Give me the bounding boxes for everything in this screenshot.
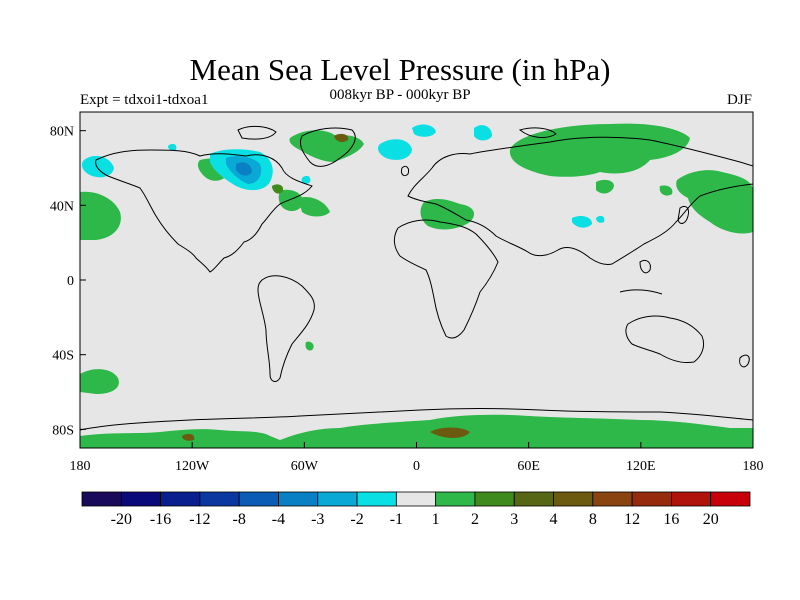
x-tick-label: 60E [517, 459, 540, 474]
colorbar-label: -20 [111, 511, 132, 528]
negative-anomaly-region [236, 162, 252, 176]
positive-anomaly-region [676, 170, 753, 234]
colorbar-swatch [710, 491, 751, 507]
chart-title: Mean Sea Level Pressure (in hPa) [189, 52, 611, 87]
colorbar-swatch [631, 491, 672, 507]
colorbar-label: 3 [510, 511, 518, 528]
colorbar-label: -1 [390, 511, 403, 528]
colorbar-swatch [81, 491, 122, 507]
x-axis: 180 120W 60W 0 60E 120E 180 [70, 442, 764, 474]
colorbar-swatch [513, 491, 554, 507]
colorbar-swatch [278, 491, 319, 507]
colorbar-swatch [120, 491, 161, 507]
y-tick-label: 0 [67, 274, 74, 289]
coastlines [80, 125, 753, 431]
positive-anomaly-region [430, 427, 470, 438]
y-axis: 80N 40N 0 40S 80S [50, 125, 86, 438]
y-tick-label: 40S [52, 349, 74, 364]
colorbar-swatch [553, 491, 594, 507]
x-tick-label: 180 [70, 459, 91, 474]
positive-anomaly-region [80, 369, 119, 394]
colorbar-label: -2 [350, 511, 363, 528]
map-background [80, 112, 753, 448]
colorbar-label: -16 [150, 511, 171, 528]
colorbar-label: 8 [589, 511, 597, 528]
colorbar-swatch [474, 491, 515, 507]
x-tick-label: 60W [291, 459, 319, 474]
positive-anomaly-region [334, 133, 349, 143]
positive-anomaly-region [420, 198, 475, 230]
x-tick-label: 0 [413, 459, 420, 474]
colorbar: -20 -16 -12 -8 -4 -3 -2 -1 1 2 3 4 8 12 16 20 [81, 491, 751, 528]
season-label: DJF [726, 92, 752, 108]
positive-anomaly-region [298, 196, 330, 217]
colorbar-swatch [199, 491, 240, 507]
experiment-label: Expt = tdxoi1-tdxoa1 [80, 92, 209, 108]
negative-anomaly-region [596, 215, 605, 223]
colorbar-label: -12 [189, 511, 210, 528]
colorbar-swatch [395, 491, 437, 507]
colorbar-swatch [592, 491, 633, 507]
x-tick-label: 120W [175, 459, 210, 474]
colorbar-swatch [356, 491, 397, 507]
positive-anomaly-region [509, 123, 690, 177]
y-tick-label: 40N [50, 199, 74, 214]
map-plot-area [80, 112, 753, 448]
colorbar-swatch [435, 491, 476, 507]
negative-anomaly-region [301, 175, 311, 185]
colorbar-label: -4 [272, 511, 285, 528]
positive-anomaly-region [596, 179, 614, 194]
colorbar-label: 2 [471, 511, 479, 528]
colorbar-label: 20 [703, 511, 719, 528]
negative-anomaly-region [412, 124, 436, 137]
positive-anomaly-region [80, 414, 753, 448]
colorbar-swatch [671, 491, 712, 507]
colorbar-swatch [238, 491, 279, 507]
colorbar-label: 4 [550, 511, 558, 528]
positive-anomaly-region [182, 433, 195, 441]
x-tick-label: 180 [743, 459, 764, 474]
positive-anomaly-region [305, 341, 314, 351]
negative-anomaly-region [572, 216, 592, 228]
negative-anomaly-region [378, 139, 412, 160]
colorbar-label: 12 [624, 511, 640, 528]
positive-anomaly-region [80, 191, 121, 240]
positive-anomaly-region [278, 189, 303, 212]
positive-anomaly-region [659, 185, 673, 196]
colorbar-swatch [317, 491, 358, 507]
y-tick-label: 80S [52, 423, 74, 438]
pressure-anomaly-shading [80, 123, 753, 448]
x-tick-label: 120E [626, 459, 656, 474]
colorbar-label: -8 [233, 511, 246, 528]
colorbar-label: 1 [432, 511, 440, 528]
colorbar-label: 16 [663, 511, 679, 528]
negative-anomaly-region [168, 143, 177, 151]
positive-anomaly-region [272, 184, 284, 194]
y-tick-label: 80N [50, 125, 74, 140]
colorbar-swatch [160, 491, 201, 507]
chart-subtitle: 008kyr BP - 000kyr BP [329, 87, 471, 103]
negative-anomaly-region [474, 125, 492, 141]
negative-anomaly-region [81, 155, 114, 178]
colorbar-label: -3 [311, 511, 324, 528]
